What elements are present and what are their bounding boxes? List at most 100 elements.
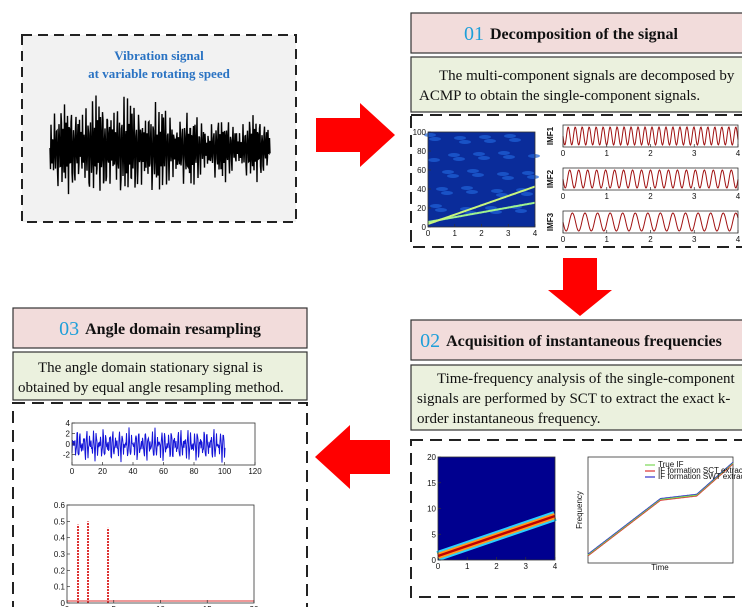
step-number: 01 (464, 23, 484, 45)
x-tick-label: 20 (98, 467, 107, 476)
step-text: The multi-component signals are decompos… (439, 68, 735, 84)
y-tick-label: 0.6 (54, 501, 66, 510)
x-tick-label: 4 (533, 229, 538, 238)
spectrogram-blob (478, 156, 490, 160)
y-tick-label: 5 (432, 530, 437, 539)
x-tick-label: 0 (561, 192, 566, 201)
step-text-box (12, 351, 308, 401)
spectrogram-blob (484, 139, 496, 143)
y-tick-label: 15 (427, 479, 436, 488)
y-tick-label: -2 (63, 451, 71, 460)
spectrogram-blob (503, 155, 515, 159)
imf-bg (563, 168, 738, 190)
spectrogram-blob (473, 152, 485, 156)
legend-label: IF formation SWT extraction (658, 472, 742, 481)
step-plot-area (410, 114, 742, 248)
x-tick-label: 1 (453, 229, 458, 238)
x-tick-label: 4 (736, 149, 741, 158)
y-tick-label: 10 (427, 505, 436, 514)
spectrogram-blob (454, 136, 466, 140)
spectrogram-blob (498, 151, 510, 155)
imf-wave (562, 169, 739, 189)
legend-label: IF formation SCT extraction (658, 466, 742, 475)
if-curve (587, 461, 734, 555)
step-text: ACMP to obtain the single-component sign… (419, 88, 700, 104)
legend-label: True IF (658, 460, 684, 469)
spectrogram-blob (461, 186, 473, 190)
arrow-right (316, 103, 395, 167)
x-tick-label: 15 (203, 605, 212, 607)
x-tick-label: 2 (479, 229, 484, 238)
x-tick-label: 3 (692, 192, 697, 201)
x-tick-label: 0 (561, 149, 566, 158)
imf-label: IMF1 (546, 126, 555, 145)
input-title: at variable rotating speed (88, 66, 230, 81)
x-tick-label: 3 (692, 235, 697, 244)
arrow-left (315, 425, 390, 489)
plot-frame (66, 504, 255, 604)
step-text: The angle domain stationary signal is (38, 360, 263, 376)
if-curve (587, 463, 734, 557)
y-tick-label: 0 (422, 223, 427, 232)
spectrogram-blob (491, 189, 503, 193)
spectrogram-blob (504, 134, 516, 138)
y-tick-label: 0.1 (54, 583, 66, 592)
x-tick-label: 120 (248, 467, 262, 476)
step-plot-area (410, 439, 742, 598)
spectrogram-blob (496, 193, 508, 197)
y-tick-label: 40 (417, 185, 426, 194)
y-tick-label: 0 (432, 556, 437, 565)
y-tick-label: 4 (66, 419, 71, 428)
spectrogram-blob (522, 171, 534, 175)
x-tick-label: 2 (648, 149, 653, 158)
imf-wave (562, 125, 739, 147)
if-ylabel: Frequency (575, 491, 584, 529)
spectrogram-blob (521, 192, 533, 196)
x-tick-label: 2 (494, 562, 499, 571)
y-tick-label: 0 (61, 599, 66, 607)
x-tick-label: 4 (736, 235, 741, 244)
spectrogram-ridge (427, 185, 536, 225)
step-header (410, 12, 742, 54)
if-xlabel: Time (651, 563, 669, 572)
spectrogram-blob (448, 153, 460, 157)
heatmap-bg (438, 457, 555, 560)
spectrogram-blob (497, 172, 509, 176)
x-tick-label: 1 (605, 192, 610, 201)
spectrogram-blob (441, 191, 453, 195)
spectrogram-blob (435, 208, 447, 212)
x-tick-label: 0 (561, 235, 566, 244)
x-tick-label: 60 (159, 467, 168, 476)
heatmap-ridge (437, 514, 556, 558)
spectrogram-blob (428, 158, 440, 162)
step-text: order instantaneous frequency. (417, 411, 601, 427)
y-tick-label: 2 (66, 430, 71, 439)
step-title: Decomposition of the signal (490, 26, 679, 43)
x-tick-label: 10 (156, 605, 165, 607)
x-tick-label: 40 (129, 467, 138, 476)
x-tick-label: 0 (426, 229, 431, 238)
step-number: 02 (420, 330, 440, 352)
step-text: obtained by equal angle resampling metho… (18, 380, 284, 396)
imf-label: IMF3 (546, 212, 555, 231)
step-text-box (410, 56, 742, 113)
x-tick-label: 2 (648, 235, 653, 244)
spectrogram-blob (472, 173, 484, 177)
x-tick-label: 1 (605, 235, 610, 244)
imf-label: IMF2 (546, 169, 555, 188)
y-tick-label: 20 (427, 453, 436, 462)
x-tick-label: 0 (70, 467, 75, 476)
arrow-down (548, 258, 612, 316)
y-tick-label: 20 (417, 204, 426, 213)
x-tick-label: 3 (524, 562, 529, 571)
step-number: 03 (59, 318, 79, 340)
step-title: Angle domain resampling (85, 321, 261, 338)
spectrogram-blob (459, 140, 471, 144)
resampled-wave (71, 427, 226, 463)
spectrogram-blob (527, 175, 539, 179)
x-tick-label: 0 (436, 562, 441, 571)
y-tick-label: 0.4 (54, 534, 66, 543)
step-text: signals are performed by SCT to extract … (417, 391, 730, 407)
step-title: Acquisition of instantaneous frequencies (446, 333, 722, 350)
